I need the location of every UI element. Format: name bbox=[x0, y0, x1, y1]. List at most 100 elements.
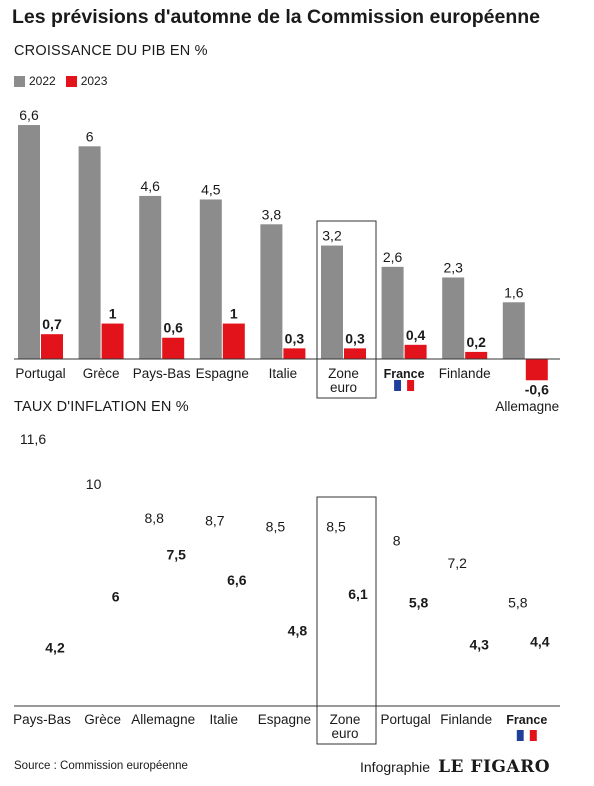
gdp-highlight-box-zone-euro bbox=[316, 220, 377, 399]
gdp-category-label-portugal: Portugal bbox=[15, 366, 65, 381]
flag-stripe-white bbox=[523, 730, 530, 741]
flag-stripe-red bbox=[529, 730, 537, 741]
gdp-bar-2023-portugal bbox=[41, 334, 63, 359]
flag-stripe-blue bbox=[394, 380, 402, 391]
inflation-value-2023-allemagne: 7,5 bbox=[166, 546, 186, 562]
flag-stripe-blue bbox=[516, 730, 524, 741]
gdp-category-label-finlande: Finlande bbox=[439, 366, 491, 381]
legend-swatch-2023 bbox=[65, 75, 77, 87]
inflation-value-2022-zone-euro: 8,5 bbox=[326, 518, 346, 534]
gdp-bar-2023-allemagne bbox=[525, 359, 548, 381]
legend-item-2023: 2023 bbox=[65, 74, 108, 88]
gdp-value-2022-espagne: 4,5 bbox=[201, 181, 221, 197]
gdp-bar-2022-france bbox=[381, 266, 404, 359]
inflation-value-2023-pays-bas: 4,2 bbox=[45, 639, 65, 655]
inflation-value-2023-grece: 6 bbox=[112, 589, 120, 605]
gdp-value-2022-italie: 3,8 bbox=[262, 206, 282, 222]
source-note: Source : Commission européenne bbox=[14, 760, 188, 772]
inflation-category-label-france: France bbox=[506, 713, 547, 727]
gdp-value-2022-grece: 6 bbox=[86, 128, 94, 144]
inflation-category-label-allemagne: Allemagne bbox=[131, 712, 195, 727]
gdp-bar-2022-espagne bbox=[199, 199, 222, 359]
france-flag-icon bbox=[394, 380, 415, 391]
inflation-value-2022-grece: 10 bbox=[86, 476, 102, 492]
legend: 2022 2023 bbox=[14, 74, 117, 88]
inflation-value-2022-italie: 8,7 bbox=[205, 513, 225, 529]
gdp-bar-2022-pays-bas bbox=[139, 195, 162, 359]
gdp-category-label-france: France bbox=[384, 367, 425, 381]
gdp-value-2023-finlande: 0,2 bbox=[466, 334, 486, 350]
gdp-chart-title: CROISSANCE DU PIB EN % bbox=[14, 43, 208, 59]
gdp-value-2022-france: 2,6 bbox=[383, 249, 403, 265]
gdp-value-2022-finlande: 2,3 bbox=[443, 259, 463, 275]
gdp-bar-2023-grece bbox=[101, 323, 124, 359]
inflation-value-2023-espagne: 4,8 bbox=[288, 622, 308, 638]
gdp-value-2023-pays-bas: 0,6 bbox=[163, 320, 183, 336]
gdp-bar-2023-pays-bas bbox=[162, 337, 185, 359]
inflation-value-2023-zone-euro: 6,1 bbox=[348, 586, 368, 602]
legend-item-2022: 2022 bbox=[14, 74, 56, 88]
page-title: Les prévisions d'automne de la Commissio… bbox=[12, 6, 541, 28]
legend-label-2022: 2022 bbox=[29, 74, 56, 88]
le-figaro-logo: LE FIGARO bbox=[438, 757, 551, 777]
inflation-value-2022-france: 5,8 bbox=[508, 594, 528, 610]
gdp-bar-2022-portugal bbox=[18, 125, 40, 359]
gdp-value-2023-allemagne: -0,6 bbox=[525, 381, 549, 397]
inflation-category-label-zone-euro-1: Zone bbox=[330, 712, 361, 727]
gdp-value-2022-portugal: 6,6 bbox=[19, 107, 39, 123]
gdp-bar-2023-finlande bbox=[465, 351, 488, 359]
gdp-bar-2023-france bbox=[404, 344, 427, 359]
legend-swatch-2022 bbox=[14, 75, 25, 87]
gdp-value-2023-zone-euro: 0,3 bbox=[345, 330, 365, 346]
gdp-category-label-espagne: Espagne bbox=[196, 366, 249, 381]
gdp-value-2023-france: 0,4 bbox=[406, 327, 426, 343]
gdp-category-label-italie: Italie bbox=[269, 366, 298, 381]
gdp-bar-2022-grece bbox=[78, 146, 101, 359]
inflation-value-2022-allemagne: 8,8 bbox=[144, 510, 164, 526]
inflation-value-2022-finlande: 7,2 bbox=[447, 555, 467, 571]
gdp-bar-2022-italie bbox=[260, 224, 283, 359]
gdp-category-label-zone-euro-2: euro bbox=[330, 380, 357, 395]
inflation-value-2022-pays-bas: 11,6 bbox=[20, 431, 46, 447]
inflation-category-label-portugal: Portugal bbox=[380, 712, 430, 727]
gdp-bar-2023-italie bbox=[283, 348, 306, 359]
france-flag-icon-inflation bbox=[516, 730, 537, 741]
gdp-category-label-grece: Grèce bbox=[83, 366, 120, 381]
inflation-highlight-box-zone-euro bbox=[316, 496, 377, 745]
gdp-bar-2023-espagne bbox=[222, 323, 245, 359]
gdp-category-label-zone-euro-1: Zone bbox=[328, 366, 359, 381]
gdp-value-2022-pays-bas: 4,6 bbox=[140, 178, 160, 194]
flag-stripe-red bbox=[407, 380, 415, 391]
inflation-value-2023-france: 4,4 bbox=[530, 634, 550, 650]
inflation-category-label-grece: Grèce bbox=[84, 712, 121, 727]
inflation-category-label-pays-bas: Pays-Bas bbox=[13, 712, 71, 727]
credit: Infographie LE FIGARO bbox=[360, 757, 550, 777]
gdp-bar-2023-zone-euro bbox=[344, 348, 366, 359]
gdp-bar-chart: 6,6 0,7 Portugal 6 1 Grèce 4,6 0,6 Pays-Bas 4,5 1 E… bbox=[14, 107, 560, 414]
inflation-value-2023-italie: 6,6 bbox=[227, 572, 247, 588]
gdp-value-2023-espagne: 1 bbox=[230, 306, 238, 322]
inflation-category-label-finlande: Finlande bbox=[440, 712, 492, 727]
inflation-value-2022-portugal: 8 bbox=[393, 532, 401, 548]
gdp-bar-2022-zone-euro bbox=[321, 245, 343, 359]
gdp-category-label-pays-bas: Pays-Bas bbox=[133, 366, 191, 381]
gdp-category-label-allemagne: Allemagne bbox=[495, 399, 559, 414]
gdp-value-2023-italie: 0,3 bbox=[285, 330, 305, 346]
flag-stripe-white bbox=[401, 380, 408, 391]
gdp-value-2022-allemagne: 1,6 bbox=[504, 284, 524, 300]
inflation-category-label-zone-euro-2: euro bbox=[331, 726, 358, 741]
inflation-value-2022-espagne: 8,5 bbox=[266, 518, 286, 534]
gdp-value-2023-grece: 1 bbox=[109, 306, 117, 322]
gdp-value-2023-portugal: 0,7 bbox=[42, 316, 62, 332]
gdp-bar-2022-allemagne bbox=[502, 302, 525, 359]
inflation-value-2023-finlande: 4,3 bbox=[469, 636, 489, 652]
inflation-chart-title: TAUX D'INFLATION EN % bbox=[14, 399, 189, 415]
inflation-category-label-italie: Italie bbox=[210, 712, 239, 727]
credit-prefix: Infographie bbox=[360, 759, 431, 775]
legend-label-2023: 2023 bbox=[80, 74, 108, 88]
gdp-bar-2022-finlande bbox=[442, 277, 465, 359]
inflation-value-2023-portugal: 5,8 bbox=[409, 594, 429, 610]
gdp-value-2022-zone-euro: 3,2 bbox=[322, 228, 342, 244]
inflation-category-label-espagne: Espagne bbox=[258, 712, 311, 727]
